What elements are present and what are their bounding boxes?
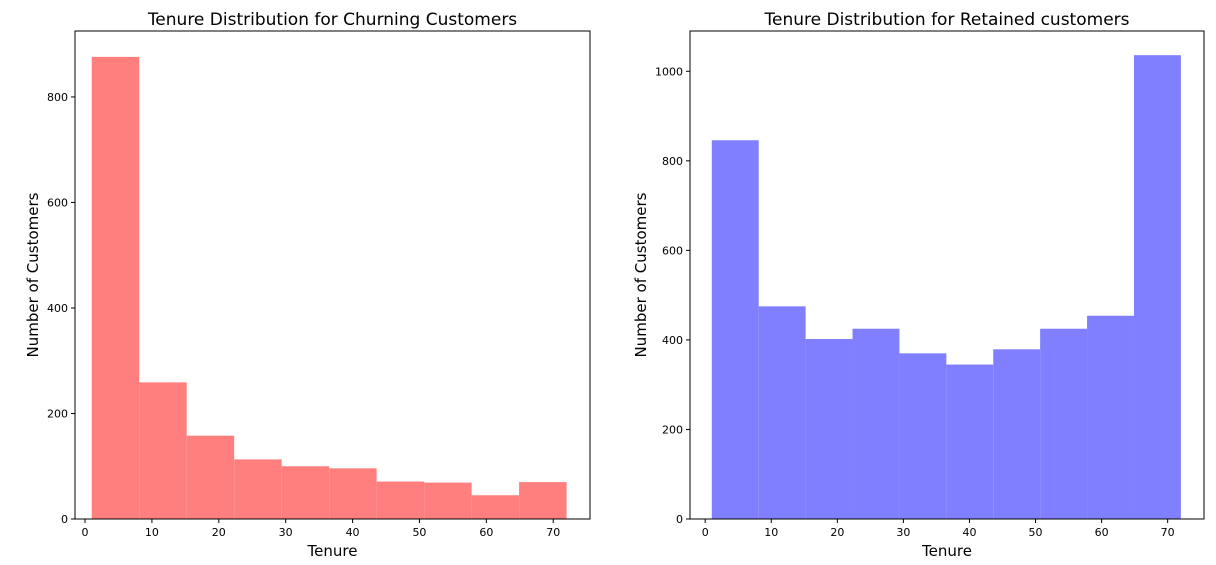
histogram-bar: [899, 353, 947, 519]
x-tick-label: 40: [962, 526, 976, 539]
histogram-bar: [139, 382, 187, 519]
plot-frame: [74, 30, 591, 520]
y-axis-ticks: 0 200 400 600 800 1000: [655, 65, 690, 526]
histogram-bar: [1133, 55, 1181, 519]
x-tick-label: 10: [764, 526, 778, 539]
histogram-bar: [471, 495, 520, 519]
x-tick-label: 0: [702, 526, 709, 539]
y-tick-label: 0: [676, 513, 683, 526]
histogram-bar: [91, 56, 140, 520]
x-tick-label: 60: [479, 526, 493, 539]
histogram-bar: [186, 435, 235, 519]
x-tick-label: 10: [145, 526, 159, 539]
histogram-bar: [1040, 328, 1088, 519]
x-axis-ticks: 0 10 20 30 40 50 60 70: [702, 519, 1175, 539]
y-axis-ticks: 0 200 400 600 800: [47, 91, 75, 526]
histogram-bar: [852, 328, 900, 519]
y-tick-label: 600: [47, 196, 68, 209]
y-tick-label: 200: [662, 423, 683, 436]
y-tick-label: 400: [47, 302, 68, 315]
histogram-bar: [376, 481, 425, 519]
histogram-bar: [946, 364, 994, 519]
x-tick-label: 60: [1095, 526, 1109, 539]
churning-tenure-histogram: Tenure Distribution for Churning Custome…: [24, 10, 591, 560]
y-tick-label: 600: [662, 244, 683, 257]
x-tick-label: 0: [82, 526, 89, 539]
chart-title: Tenure Distribution for Retained custome…: [764, 10, 1130, 30]
x-tick-label: 40: [346, 526, 360, 539]
chart-title: Tenure Distribution for Churning Custome…: [147, 10, 517, 30]
x-tick-label: 70: [546, 526, 560, 539]
y-axis-label: Number of Customers: [24, 192, 42, 357]
y-tick-label: 200: [47, 407, 68, 420]
retained-tenure-histogram: Tenure Distribution for Retained custome…: [632, 10, 1205, 560]
x-tick-label: 50: [1029, 526, 1043, 539]
y-tick-label: 0: [61, 513, 68, 526]
y-tick-label: 1000: [655, 65, 683, 78]
histogram-bar: [993, 349, 1041, 519]
histogram-bar: [234, 459, 282, 519]
x-tick-label: 70: [1161, 526, 1175, 539]
x-tick-label: 20: [830, 526, 844, 539]
y-tick-label: 400: [662, 334, 683, 347]
x-axis-ticks: 0 10 20 30 40 50 60 70: [82, 519, 560, 539]
y-tick-label: 800: [662, 155, 683, 168]
histogram-bar: [281, 466, 330, 519]
histogram-bar: [329, 468, 377, 519]
histogram-bar: [519, 482, 567, 519]
x-axis-label: Tenure: [307, 542, 358, 560]
histogram-bar: [1087, 315, 1134, 519]
plot-frame: [689, 30, 1205, 520]
bars: [711, 55, 1181, 520]
x-axis-label: Tenure: [921, 542, 972, 560]
x-tick-label: 30: [896, 526, 910, 539]
x-tick-label: 30: [279, 526, 293, 539]
histogram-bar: [805, 339, 853, 519]
y-axis-label: Number of Customers: [632, 192, 650, 357]
x-tick-label: 50: [412, 526, 426, 539]
y-tick-label: 800: [47, 91, 68, 104]
bars: [91, 56, 567, 520]
x-tick-label: 20: [212, 526, 226, 539]
histogram-bar: [424, 482, 472, 519]
histogram-bar: [711, 140, 759, 520]
histogram-bar: [758, 306, 806, 519]
